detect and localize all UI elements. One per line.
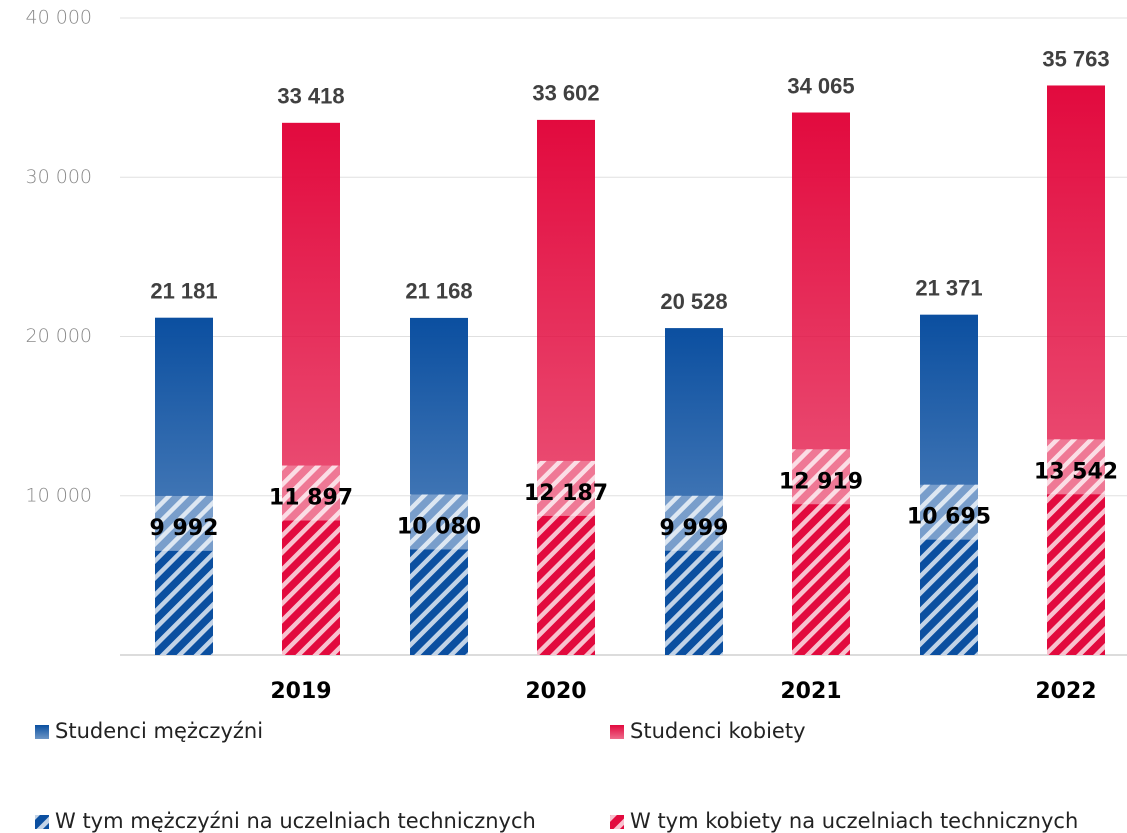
bar-highlight — [537, 460, 595, 516]
inner-value-label: 9 999 — [660, 516, 729, 541]
inner-value-label: 9 992 — [150, 516, 219, 541]
value-label: 34 065 — [787, 73, 854, 98]
legend-swatch — [35, 815, 49, 829]
y-tick-label: 30 000 — [26, 166, 92, 188]
hatched-bar — [155, 495, 213, 655]
bar-highlight — [920, 484, 978, 540]
hatched-bar — [410, 494, 468, 655]
inner-value-label: 12 187 — [524, 481, 608, 506]
value-label: 21 371 — [915, 275, 982, 300]
inner-value-label: 12 919 — [779, 469, 863, 494]
legend-label: Studenci kobiety — [630, 719, 806, 743]
legend-swatch — [610, 725, 624, 739]
bar-highlight — [282, 465, 340, 521]
inner-value-label: 13 542 — [1034, 459, 1118, 484]
x-tick-label: 2022 — [1035, 679, 1096, 704]
hatched-bar — [537, 460, 595, 655]
inner-value-label: 10 695 — [907, 505, 991, 530]
bar-highlight — [410, 494, 468, 550]
x-tick-label: 2019 — [270, 679, 331, 704]
inner-value-label: 10 080 — [397, 514, 481, 539]
value-label: 21 181 — [150, 279, 217, 304]
bar-highlight — [665, 495, 723, 551]
value-label: 20 528 — [660, 289, 727, 314]
value-label: 33 418 — [277, 84, 344, 109]
legend-label: W tym mężczyźni na uczelniach techniczny… — [55, 809, 536, 833]
value-label: 33 602 — [532, 81, 599, 106]
x-tick-label: 2021 — [780, 679, 841, 704]
hatched-bar — [282, 465, 340, 655]
bar-highlight — [1047, 439, 1105, 495]
legend-label: W tym kobiety na uczelniach technicznych — [630, 809, 1078, 833]
legend-swatch — [610, 815, 624, 829]
legend-swatch — [35, 725, 49, 739]
hatched-bar — [1047, 439, 1105, 655]
legend-label: Studenci mężczyźni — [55, 719, 263, 743]
y-tick-label: 20 000 — [26, 325, 92, 347]
hatched-bar — [920, 484, 978, 655]
value-label: 21 168 — [405, 279, 472, 304]
hatched-bar — [665, 495, 723, 655]
hatched-bar — [792, 449, 850, 655]
inner-value-label: 11 897 — [269, 486, 353, 511]
value-label: 35 763 — [1042, 46, 1109, 71]
y-tick-label: 40 000 — [26, 7, 92, 29]
bar-highlight — [792, 449, 850, 505]
bar-highlight — [155, 495, 213, 551]
x-tick-label: 2020 — [525, 679, 586, 704]
y-tick-label: 10 000 — [26, 484, 92, 506]
